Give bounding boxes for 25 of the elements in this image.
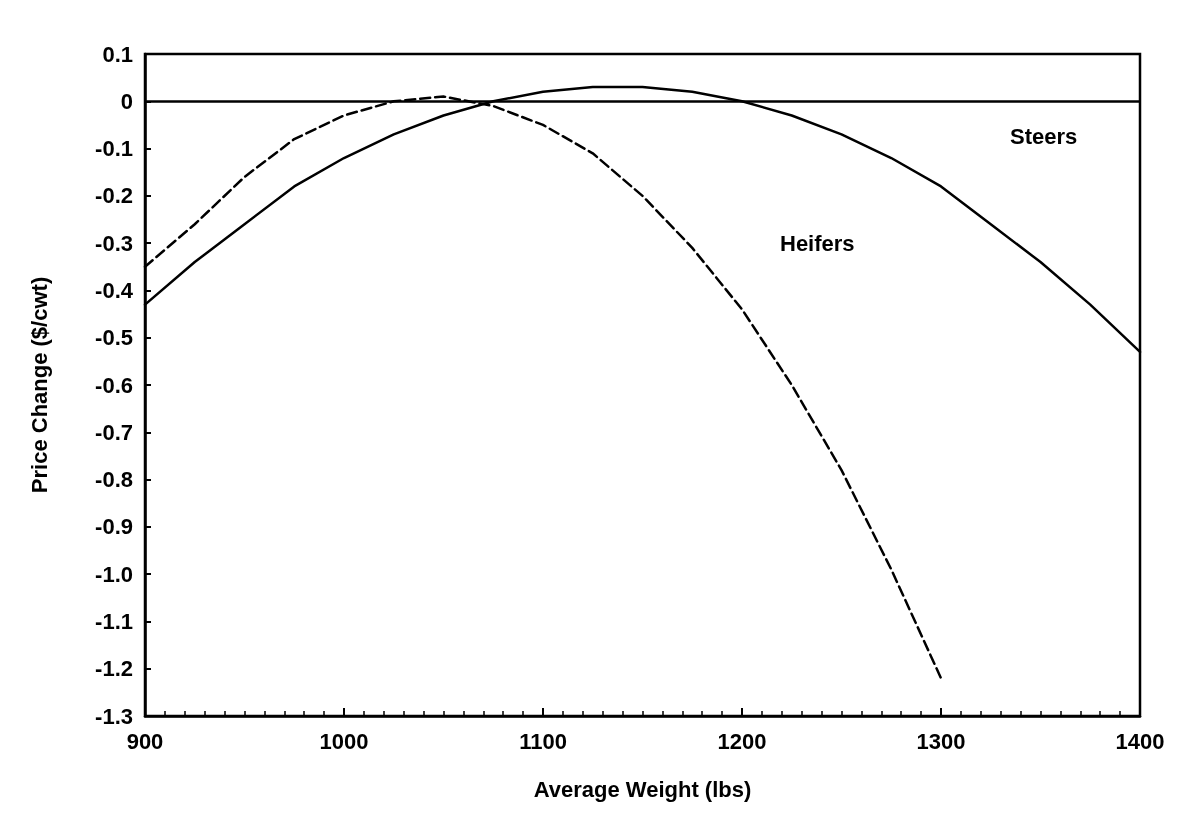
x-tick-label: 1300 xyxy=(916,728,966,754)
y-tick-label: -0.5 xyxy=(95,325,133,351)
y-tick-label: 0.1 xyxy=(102,41,133,67)
y-tick-label: -1.1 xyxy=(95,608,133,634)
y-tick-label: -1.2 xyxy=(95,656,133,682)
x-tick-label: 1000 xyxy=(319,728,369,754)
y-tick-label: -0.6 xyxy=(95,372,133,398)
annotation: Steers xyxy=(1010,123,1078,149)
annotation: Heifers xyxy=(780,230,855,256)
x-axis-title: Average Weight (lbs) xyxy=(533,776,752,802)
y-tick-label: -0.2 xyxy=(95,183,133,209)
y-tick-label: -0.1 xyxy=(95,136,133,162)
y-tick-label: 0 xyxy=(120,88,133,114)
y-tick-label: -1.0 xyxy=(95,561,133,587)
x-tick-label: 1100 xyxy=(519,728,567,754)
x-tick-label: 900 xyxy=(126,728,164,754)
y-tick-label: -0.3 xyxy=(95,230,133,256)
y-tick-label: -0.7 xyxy=(95,419,133,445)
y-tick-label: -1.3 xyxy=(95,703,133,729)
x-tick-label: 1400 xyxy=(1115,728,1165,754)
y-tick-label: -0.4 xyxy=(95,277,134,303)
y-tick-label: -0.8 xyxy=(95,467,133,493)
y-axis-title: Price Change ($/cwt) xyxy=(26,276,52,494)
y-tick-label: -0.9 xyxy=(95,514,133,540)
x-tick-label: 1200 xyxy=(717,728,767,754)
